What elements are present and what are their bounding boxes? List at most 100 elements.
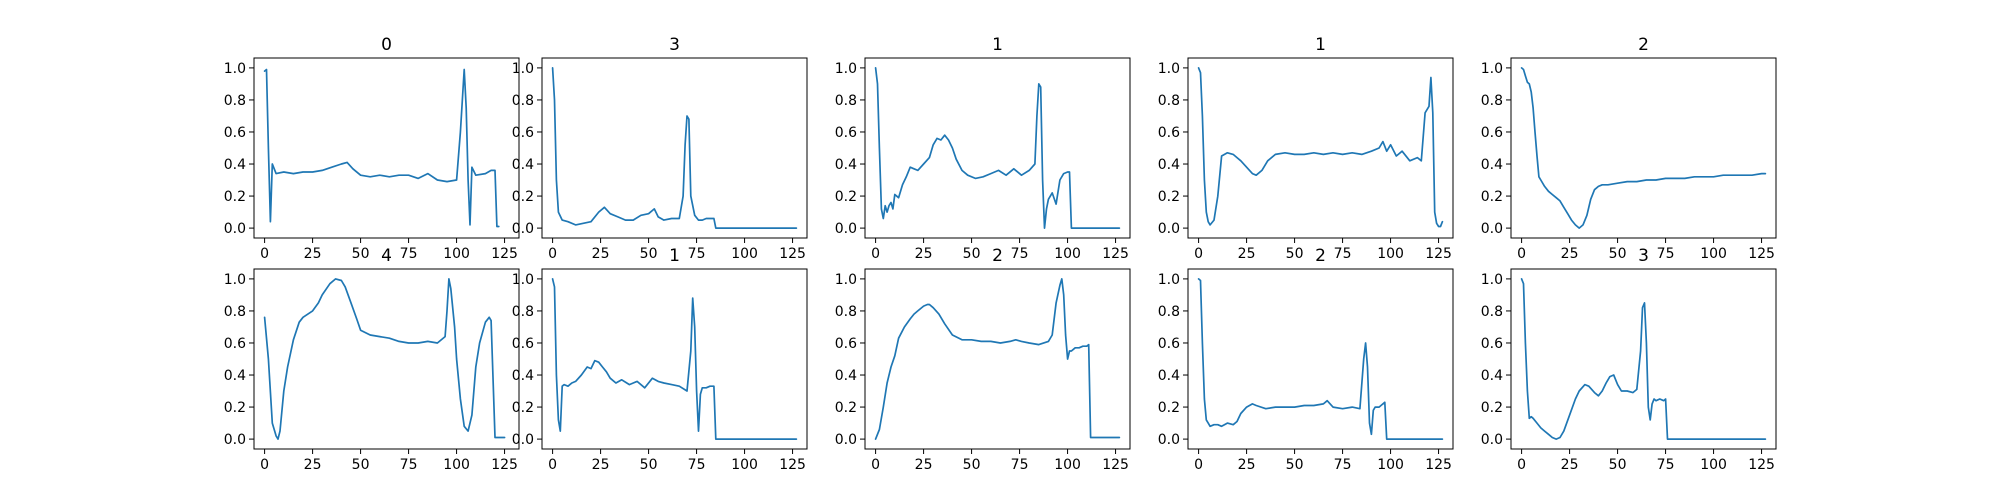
y-tick-label: 0.0 — [1158, 221, 1180, 237]
x-tick-label: 25 — [592, 457, 610, 473]
y-tick-label: 0.8 — [835, 93, 857, 109]
y-tick-label: 0.4 — [224, 157, 246, 173]
y-tick-label: 0.6 — [835, 336, 857, 352]
y-tick-label: 0.8 — [512, 304, 534, 320]
x-tick-label: 125 — [779, 457, 806, 473]
x-tick-label: 125 — [1425, 246, 1452, 262]
y-tick-label: 0.6 — [1481, 125, 1503, 141]
x-tick-label: 75 — [400, 246, 418, 262]
y-tick-label: 0.2 — [224, 189, 246, 205]
y-tick-label: 0.8 — [1481, 93, 1503, 109]
x-tick-label: 50 — [640, 246, 658, 262]
axes-frame — [1187, 268, 1454, 450]
y-tick-label: 0.8 — [835, 304, 857, 320]
axes-frame — [541, 57, 808, 239]
x-tick-label: 125 — [1102, 246, 1129, 262]
y-tick-label: 0.2 — [835, 400, 857, 416]
subplot-9: 3 0 25 50 75 100 125 0.0 0.2 0.4 0.6 0.8 1.0 — [1481, 246, 1777, 473]
y-tick-label: 0.6 — [512, 125, 534, 141]
y-tick-label: 1.0 — [512, 61, 534, 77]
y-tick-label: 1.0 — [1481, 272, 1503, 288]
x-tick-label: 75 — [688, 457, 706, 473]
x-tick-label: 100 — [1054, 246, 1081, 262]
y-tick-label: 0.6 — [1481, 336, 1503, 352]
x-tick-label: 25 — [1238, 246, 1256, 262]
subplot-title: 2 — [1638, 35, 1649, 55]
x-tick-label: 125 — [779, 246, 806, 262]
axes-frame — [1510, 268, 1777, 450]
x-tick-label: 0 — [1517, 246, 1526, 262]
y-tick-label: 0.6 — [835, 125, 857, 141]
y-tick-label: 0.8 — [1481, 304, 1503, 320]
y-tick-label: 0.0 — [1481, 221, 1503, 237]
y-tick-label: 0.2 — [512, 189, 534, 205]
x-tick-label: 50 — [352, 246, 370, 262]
y-tick-label: 1.0 — [512, 272, 534, 288]
y-tick-label: 0.4 — [1481, 157, 1503, 173]
y-tick-label: 0.8 — [1158, 304, 1180, 320]
y-tick-label: 0.6 — [224, 336, 246, 352]
axes-frame — [1510, 57, 1777, 239]
y-tick-label: 0.4 — [1158, 157, 1180, 173]
subplot-2: 1 0 25 50 75 100 125 0.0 0.2 0.4 0.6 0.8 1.0 — [835, 35, 1131, 262]
x-tick-label: 125 — [491, 457, 518, 473]
axes-frame — [1187, 57, 1454, 239]
series-line — [263, 68, 500, 228]
x-tick-label: 100 — [1377, 457, 1404, 473]
subplot-title: 2 — [992, 246, 1003, 266]
x-tick-label: 0 — [871, 246, 880, 262]
x-tick-label: 75 — [1334, 246, 1352, 262]
x-tick-label: 75 — [1657, 246, 1675, 262]
y-tick-label: 0.6 — [512, 336, 534, 352]
x-tick-label: 50 — [1609, 246, 1627, 262]
x-tick-label: 0 — [548, 457, 557, 473]
x-tick-label: 25 — [915, 457, 933, 473]
x-tick-label: 50 — [1609, 457, 1627, 473]
subplot-8: 2 0 25 50 75 100 125 0.0 0.2 0.4 0.6 0.8 1.0 — [1158, 246, 1454, 473]
y-tick-label: 1.0 — [1158, 272, 1180, 288]
axes-frame — [253, 57, 520, 239]
x-tick-label: 100 — [731, 246, 758, 262]
y-tick-label: 0.0 — [224, 432, 246, 448]
x-tick-label: 125 — [1425, 457, 1452, 473]
y-tick-label: 1.0 — [224, 272, 246, 288]
x-tick-label: 125 — [1748, 457, 1775, 473]
y-tick-label: 0.6 — [224, 125, 246, 141]
x-tick-label: 50 — [352, 457, 370, 473]
y-tick-label: 0.4 — [512, 368, 534, 384]
x-tick-label: 75 — [1657, 457, 1675, 473]
subplot-title: 3 — [1638, 246, 1649, 266]
series-line — [1197, 278, 1444, 440]
x-tick-label: 50 — [963, 457, 981, 473]
y-tick-label: 0.2 — [1158, 400, 1180, 416]
y-tick-label: 0.4 — [224, 368, 246, 384]
x-tick-label: 50 — [1286, 457, 1304, 473]
y-tick-label: 1.0 — [224, 61, 246, 77]
x-tick-label: 0 — [260, 246, 269, 262]
x-tick-label: 25 — [1561, 457, 1579, 473]
y-tick-label: 0.8 — [224, 304, 246, 320]
x-tick-label: 125 — [491, 246, 518, 262]
x-tick-label: 125 — [1102, 457, 1129, 473]
y-tick-label: 0.0 — [835, 432, 857, 448]
axes-frame — [864, 268, 1131, 450]
y-tick-label: 1.0 — [835, 272, 857, 288]
subplot-1: 3 0 25 50 75 100 125 0.0 0.2 0.4 0.6 0.8 1.0 — [512, 35, 808, 262]
y-tick-label: 0.6 — [1158, 336, 1180, 352]
x-tick-label: 0 — [1194, 457, 1203, 473]
subplot-7: 2 0 25 50 75 100 125 0.0 0.2 0.4 0.6 0.8 1.0 — [835, 246, 1131, 473]
x-tick-label: 50 — [640, 457, 658, 473]
y-tick-label: 0.2 — [224, 400, 246, 416]
x-tick-label: 75 — [688, 246, 706, 262]
series-line — [874, 67, 1121, 229]
series-line — [1197, 67, 1444, 228]
y-tick-label: 0.8 — [512, 93, 534, 109]
x-tick-label: 0 — [1517, 457, 1526, 473]
y-tick-label: 0.0 — [224, 221, 246, 237]
subplot-5: 4 0 25 50 75 100 125 0.0 0.2 0.4 0.6 0.8 1.0 — [224, 246, 520, 473]
subplot-title: 0 — [381, 35, 392, 55]
x-tick-label: 25 — [304, 457, 322, 473]
y-tick-label: 0.4 — [835, 368, 857, 384]
y-tick-label: 0.2 — [1481, 400, 1503, 416]
series-line — [874, 278, 1121, 440]
